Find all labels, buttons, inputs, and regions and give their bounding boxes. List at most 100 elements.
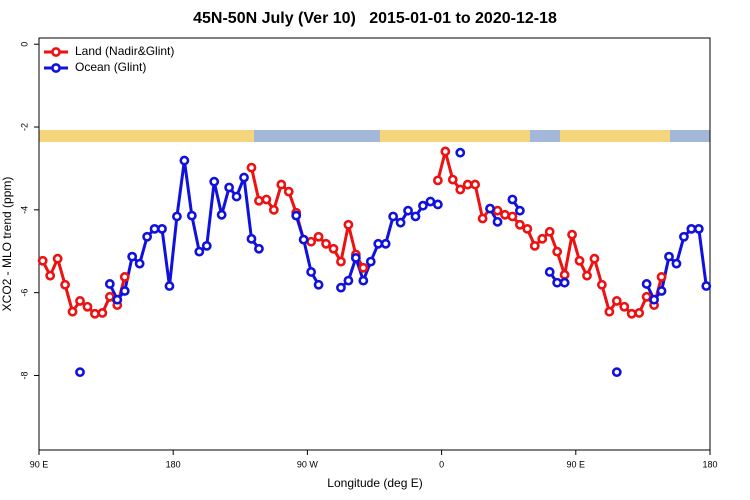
data-point xyxy=(440,146,451,157)
data-point xyxy=(619,301,630,312)
data-point xyxy=(283,186,294,197)
data-point xyxy=(656,286,667,296)
data-point xyxy=(291,210,302,221)
data-point xyxy=(447,174,458,185)
data-point xyxy=(455,147,466,158)
data-point xyxy=(231,191,242,202)
data-point xyxy=(134,258,145,269)
data-point xyxy=(701,281,712,291)
legend-label: Land (Nadir&Glint) xyxy=(75,44,174,58)
series-line xyxy=(108,159,708,302)
y-axis-label: XCO2 - MLO trend (ppm) xyxy=(0,177,14,312)
data-point xyxy=(157,223,167,234)
data-point xyxy=(537,233,548,244)
data-point xyxy=(552,277,563,288)
data-point xyxy=(142,231,153,242)
data-point xyxy=(343,219,354,230)
legend-marker xyxy=(51,47,61,57)
data-point xyxy=(246,233,257,244)
data-point xyxy=(75,296,85,306)
x-tick-label: 90 W xyxy=(297,459,319,469)
data-point xyxy=(67,306,78,317)
data-point xyxy=(544,226,555,237)
data-point xyxy=(75,367,85,378)
data-point xyxy=(432,175,443,186)
data-point xyxy=(574,255,585,266)
data-point xyxy=(656,272,667,282)
data-point xyxy=(514,219,525,230)
data-point xyxy=(194,246,205,257)
data-point xyxy=(104,279,115,289)
data-point xyxy=(336,256,346,267)
data-point xyxy=(104,291,115,302)
legend-label: Ocean (Glint) xyxy=(75,60,146,74)
data-point xyxy=(492,205,503,216)
data-point xyxy=(567,229,577,240)
data-point xyxy=(119,286,130,296)
data-point xyxy=(641,279,652,289)
data-point xyxy=(216,209,227,220)
data-point xyxy=(552,246,563,257)
data-point xyxy=(37,255,48,266)
y-tick-label: -4 xyxy=(19,206,29,214)
data-point xyxy=(500,209,510,220)
data-point xyxy=(321,238,331,249)
data-point xyxy=(410,211,421,222)
data-point xyxy=(589,253,600,264)
data-point xyxy=(268,204,279,215)
data-point xyxy=(343,275,354,286)
data-point xyxy=(462,179,473,190)
data-point xyxy=(477,213,488,224)
data-point xyxy=(119,272,130,282)
y-tick-label: 0 xyxy=(19,42,29,47)
legend-marker xyxy=(51,63,61,73)
data-point xyxy=(611,296,622,306)
data-point xyxy=(97,308,108,318)
data-point xyxy=(261,194,272,205)
data-point xyxy=(582,270,592,281)
x-tick-label: 180 xyxy=(702,459,717,469)
y-tick-label: -6 xyxy=(19,289,29,297)
data-point xyxy=(224,182,235,193)
data-point xyxy=(455,184,466,195)
x-tick-label: 0 xyxy=(439,459,444,469)
data-point xyxy=(649,294,659,305)
data-point xyxy=(634,308,645,318)
data-point xyxy=(239,172,249,183)
data-point xyxy=(350,252,361,263)
data-point xyxy=(596,279,607,290)
data-point xyxy=(60,279,70,290)
chart-title: 45N-50N July (Ver 10) 2015-01-01 to 2020… xyxy=(193,10,557,27)
data-point xyxy=(529,240,540,251)
data-point xyxy=(201,240,212,251)
data-point xyxy=(246,162,257,173)
data-point xyxy=(559,269,570,280)
data-point xyxy=(254,243,264,254)
data-point xyxy=(514,205,525,216)
x-axis-label: Longitude (deg E) xyxy=(327,476,422,490)
data-point xyxy=(336,282,346,293)
data-point xyxy=(112,294,123,305)
y-tick-label: -2 xyxy=(19,123,29,131)
data-point xyxy=(679,231,689,242)
map-strip xyxy=(39,130,710,142)
data-point xyxy=(45,270,56,281)
data-point xyxy=(395,217,406,228)
data-point xyxy=(90,308,100,319)
x-tick-label: 90 E xyxy=(30,459,49,469)
data-point xyxy=(604,306,615,317)
data-point xyxy=(693,223,704,234)
data-point xyxy=(276,179,287,190)
data-point xyxy=(671,258,682,269)
data-point xyxy=(470,179,481,190)
data-point xyxy=(52,253,63,264)
data-point xyxy=(641,291,652,302)
data-point xyxy=(313,231,324,242)
data-point xyxy=(611,367,622,378)
data-point xyxy=(179,155,190,166)
data-point xyxy=(485,203,495,214)
data-point xyxy=(306,267,317,277)
data-point xyxy=(313,279,324,290)
data-point xyxy=(306,236,317,247)
